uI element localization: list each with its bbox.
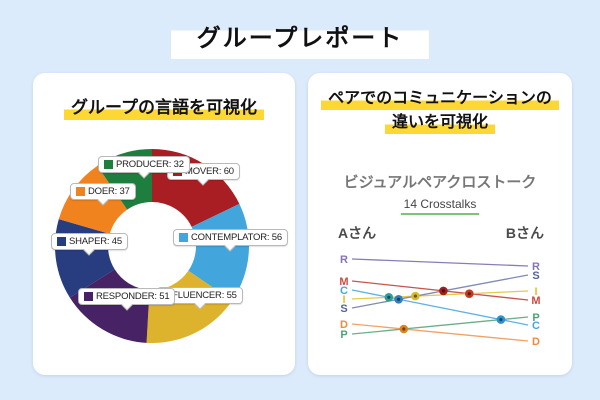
crossing-dot-core [413,294,417,298]
donut-label-producer: PRODUCER: 32 [98,156,190,173]
donut-label-text: MOVER: 60 [185,166,234,177]
right-panel-heading: ペアでのコミュニケーションの 違いを可視化 [308,87,572,135]
trait-letter-right-c: C [532,320,540,332]
group-language-panel: MOVER: 60 CONTEMPLATOR: 56 INFLUENCER: 55 R… [33,73,295,375]
crossing-dot-core [397,297,401,301]
trait-letter-left-c: C [340,285,348,297]
trait-letter-left-p: P [340,329,347,341]
crosstalk-count-row: 14 Crosstalks [308,195,572,215]
trait-line-r [351,258,529,267]
donut-label-responder: RESPONDER: 51 [78,288,176,305]
crossing-dot-core [387,295,391,299]
legend-color-chip [179,233,188,242]
trait-line-d [351,323,529,342]
legend-color-chip [104,160,113,169]
person-a-label: Aさん [338,225,377,241]
donut-label-shaper: SHAPER: 45 [51,233,128,250]
trait-letter-right-i: I [534,286,537,298]
left-panel-heading: グループの言語を可視化 [33,93,295,120]
donut-label-text: INFLUENCER: 55 [163,290,237,301]
donut-label-text: SHAPER: 45 [69,236,122,247]
crosstalk-count: 14 Crosstalks [400,197,480,215]
trait-letter-left-s: S [340,303,347,315]
legend-color-chip [84,292,93,301]
page-title-row: グループレポート [0,16,600,59]
left-panel-heading-text: グループの言語を可視化 [64,98,264,120]
page-title: グループレポート [170,16,430,59]
trait-letter-left-d: D [340,319,348,331]
trait-line-i [351,290,529,300]
pair-names-row: Aさん Bさん [338,223,544,243]
right-panel-heading-line1: ペアでのコミュニケーションの [321,90,559,110]
legend-color-chip [57,237,66,246]
trait-letter-left-r: R [340,254,348,266]
trait-letter-right-d: D [532,336,540,348]
right-panel-heading-line2: 違いを可視化 [384,114,495,134]
person-b-label: Bさん [505,225,544,241]
crosstalk-subtitle: ビジュアルペアクロストーク [343,174,537,191]
donut-label-text: RESPONDER: 51 [96,291,170,302]
crossing-dot-core [467,292,471,296]
trait-letter-left-m: M [339,276,348,288]
crossing-dot-core [441,289,445,293]
trait-letter-right-m: M [531,295,540,307]
donut-label-text: CONTEMPLATOR: 56 [191,232,282,243]
trait-letter-right-p: P [532,312,539,324]
donut-label-text: PRODUCER: 32 [116,159,184,170]
legend-color-chip [76,187,85,196]
donut-label-contemplator: CONTEMPLATOR: 56 [173,229,288,246]
crossing-dot-core [402,327,406,331]
trait-letter-left-i: I [342,294,345,306]
donut-label-doer: DOER: 37 [70,183,136,200]
donut-label-text: DOER: 37 [88,186,130,197]
crossing-dot-core [499,318,503,322]
donut-labels: MOVER: 60 CONTEMPLATOR: 56 INFLUENCER: 55 R… [33,73,295,375]
pair-communication-panel: ペアでのコミュニケーションの 違いを可視化 ビジュアルペアクロストーク 14 C… [308,73,572,375]
trait-letter-right-s: S [532,270,539,282]
trait-letter-right-r: R [532,261,540,273]
